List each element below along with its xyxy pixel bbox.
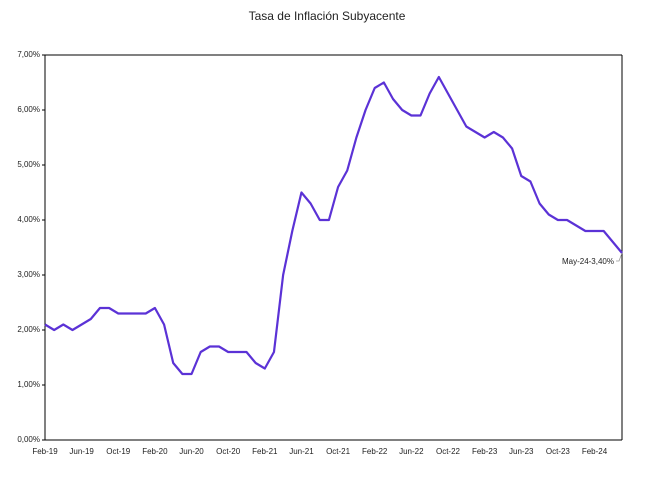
annotation-leader — [616, 252, 623, 262]
y-tick-label: 5,00% — [17, 160, 40, 169]
x-tick-label: Feb-20 — [142, 447, 168, 456]
line-series — [44, 75, 623, 376]
x-tick-label: Feb-21 — [252, 447, 278, 456]
y-tick-label: 2,00% — [17, 325, 40, 334]
x-tick-label: Feb-23 — [472, 447, 498, 456]
y-tick-label: 4,00% — [17, 215, 40, 224]
y-tick-label: 0,00% — [17, 435, 40, 444]
x-tick-label: Oct-23 — [546, 447, 571, 456]
chart-title: Tasa de Inflación Subyacente — [249, 9, 406, 23]
y-tick-label: 7,00% — [17, 50, 40, 59]
x-tick-label: Jun-22 — [399, 447, 424, 456]
x-tick-label: Feb-24 — [582, 447, 608, 456]
x-tick-label: Oct-19 — [106, 447, 131, 456]
annotation: May-24-3,40% — [562, 257, 614, 266]
x-tick-label: Jun-23 — [509, 447, 534, 456]
x-tick-label: Feb-22 — [362, 447, 388, 456]
x-tick-label: Feb-19 — [32, 447, 58, 456]
x-tick-label: Oct-22 — [436, 447, 461, 456]
x-tick-label: Jun-21 — [289, 447, 314, 456]
x-tick-label: Jun-19 — [69, 447, 94, 456]
x-tick-label: Jun-20 — [179, 447, 204, 456]
y-tick-label: 1,00% — [17, 380, 40, 389]
y-tick-label: 3,00% — [17, 270, 40, 279]
y-tick-label: 6,00% — [17, 105, 40, 114]
x-tick-label: Oct-20 — [216, 447, 241, 456]
x-tick-label: Oct-21 — [326, 447, 351, 456]
